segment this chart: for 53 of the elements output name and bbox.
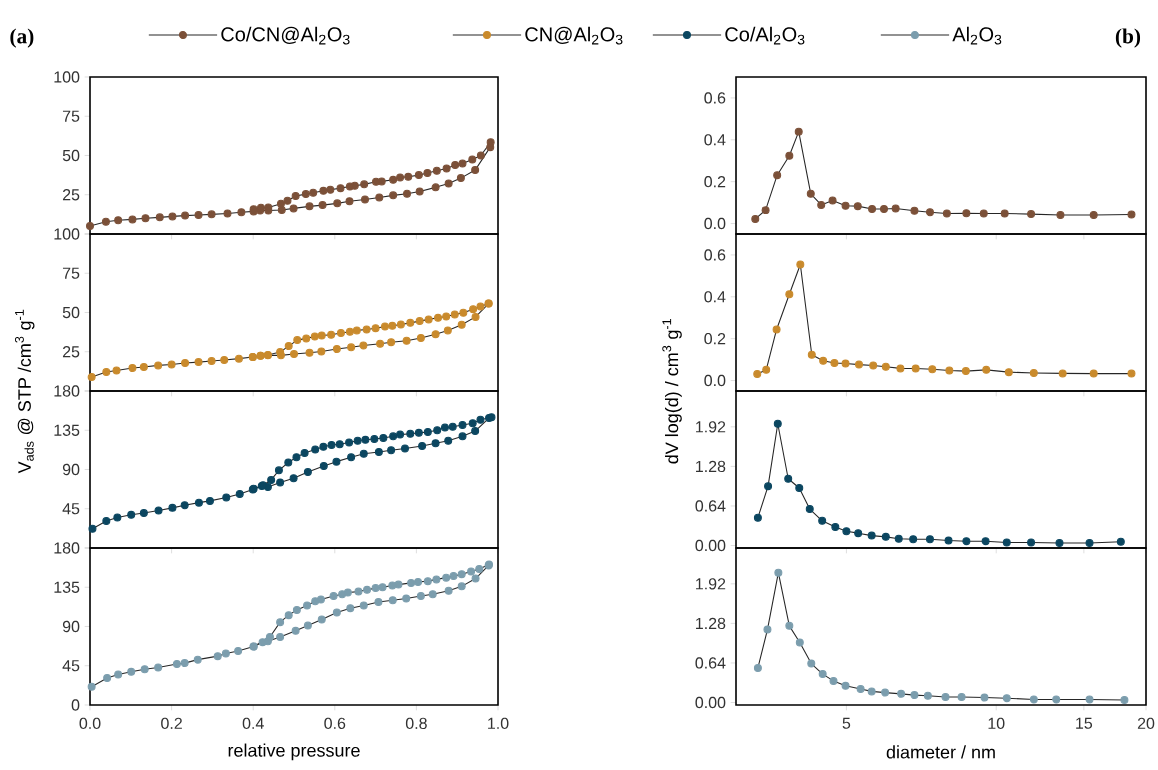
y-tick-label: 0.2	[704, 176, 726, 188]
x-tick-label: 0.8	[405, 717, 427, 730]
y-tick-label: 0	[71, 699, 80, 711]
y-tick-label: 180	[54, 542, 80, 554]
x-tick-label: 15	[1076, 717, 1093, 729]
x-tick-label: 5	[842, 717, 851, 729]
y-tick-label: 0.0	[704, 217, 726, 230]
text: (b)	[1115, 28, 1141, 48]
x-axis-title: diameter / nm	[886, 745, 995, 759]
y-tick-label: 0.4	[704, 291, 726, 303]
y-tick-label: 0.6	[704, 249, 726, 261]
y-tick-label: 0.2	[704, 333, 726, 345]
y-tick-label: 90	[62, 620, 80, 633]
x-tick-label: 0.6	[324, 717, 346, 730]
y-tick-label: 135	[54, 424, 80, 436]
y-tick-label: 50	[62, 306, 80, 319]
legend-label: Co/CN@Al$_{2}$O$_{3}$	[221, 26, 350, 45]
y-tick-label: 1.28	[696, 617, 726, 630]
legend-label: Al$_{2}$O$_{3}$	[952, 26, 1002, 45]
y-tick-label: 0.4	[704, 134, 726, 146]
legend-label: Co/Al$_{2}$O$_{3}$	[725, 26, 805, 45]
y-tick-label: 45	[62, 660, 80, 672]
y-tick-label: 135	[54, 581, 80, 593]
y-tick-label: 25	[62, 346, 80, 358]
y-tick-label: 100	[54, 71, 80, 83]
x-tick-label: 0.0	[79, 717, 101, 730]
x-tick-label: 1.0	[488, 717, 509, 730]
y-axis-title: V$_{ads}$ @ STP /cm$^{3}$ g$^{-1}$	[14, 309, 35, 474]
x-tick-label: 0.2	[161, 717, 182, 730]
y-tick-label: 0.0	[704, 374, 726, 387]
y-tick-label: 0.64	[695, 657, 726, 669]
x-axis-title: relative pressure	[228, 743, 360, 761]
legend-label: CN@Al$_{2}$O$_{3}$	[525, 26, 623, 45]
y-tick-label: 0.00	[695, 539, 726, 552]
x-tick-label: 20	[1137, 717, 1155, 730]
y-tick-label: 1.92	[696, 578, 726, 590]
y-tick-label: 0.00	[695, 696, 726, 709]
text: (a)	[10, 28, 34, 48]
y-axis-title: dV log(d) / cm$^{3}$ g$^{-1}$	[662, 318, 682, 464]
y-tick-label: 45	[62, 503, 80, 515]
x-tick-label: 10	[988, 717, 1005, 730]
y-tick-label: 25	[62, 189, 80, 201]
y-tick-label: 75	[62, 110, 80, 122]
y-tick-label: 0.6	[704, 92, 726, 104]
y-tick-label: 1.28	[696, 460, 726, 473]
y-tick-label: 180	[54, 385, 80, 397]
y-tick-label: 50	[62, 149, 80, 162]
y-tick-label: 75	[62, 267, 80, 279]
y-tick-label: 1.92	[696, 421, 726, 433]
x-tick-label: 0.4	[242, 717, 264, 730]
y-tick-label: 100	[54, 228, 80, 240]
y-tick-label: 90	[62, 463, 80, 476]
y-tick-label: 0.64	[695, 500, 726, 512]
